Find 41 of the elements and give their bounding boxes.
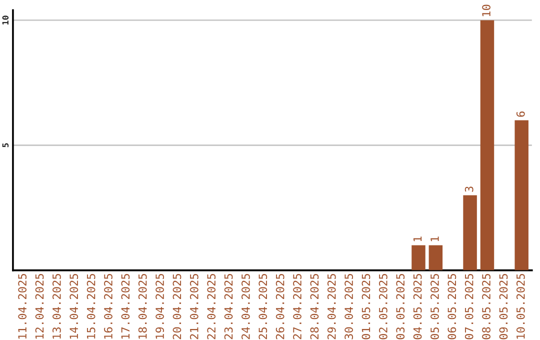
x-tick-label: 29.04.2025 [327, 274, 336, 340]
x-tick-label: 15.04.2025 [86, 274, 96, 339]
x-tick-label: 18.04.2025 [138, 274, 147, 339]
x-tick-label: 22.04.2025 [207, 274, 216, 340]
bar [463, 195, 477, 270]
x-tick-label: 11.04.2025 [18, 274, 27, 339]
x-tick-label: 05.05.2025 [430, 274, 439, 340]
x-tick-label: 12.04.2025 [35, 274, 44, 339]
x-tick-label: 20.04.2025 [172, 274, 182, 340]
x-tick-label: 09.05.2025 [499, 274, 508, 340]
bar [412, 245, 426, 270]
x-tick-label: 16.04.2025 [104, 274, 112, 339]
data-label: 6 [516, 111, 525, 117]
x-tick-label: 26.04.2025 [276, 274, 284, 340]
data-label: 1 [430, 236, 439, 242]
x-tick-label: 02.05.2025 [378, 274, 388, 340]
x-tick-label: 24.04.2025 [242, 274, 250, 340]
data-label: 1 [413, 236, 422, 242]
data-label: 3 [464, 186, 474, 192]
x-tick-label: 27.04.2025 [293, 274, 302, 340]
x-tick-label: 04.05.2025 [413, 274, 422, 340]
x-tick-label: 21.04.2025 [190, 274, 198, 340]
x-tick-label: 30.04.2025 [344, 274, 354, 340]
y-tick-label: 5 [2, 143, 9, 148]
data-label: 10 [482, 4, 490, 16]
x-tick-label: 01.05.2025 [362, 274, 370, 340]
x-tick-label: 07.05.2025 [464, 274, 474, 340]
x-tick-label: 03.05.2025 [396, 274, 405, 340]
x-tick-label: 28.04.2025 [310, 274, 319, 340]
x-tick-label: 25.04.2025 [258, 274, 268, 340]
x-tick-label: 19.04.2025 [156, 274, 164, 339]
x-tick-label: 13.04.2025 [52, 274, 61, 339]
bar [428, 245, 443, 270]
bar [480, 20, 494, 270]
x-tick-label: 17.04.2025 [121, 274, 130, 339]
bar [514, 120, 528, 270]
x-tick-label: 08.05.2025 [482, 274, 490, 340]
x-tick-label: 06.05.2025 [448, 274, 456, 340]
x-tick-label: 23.04.2025 [224, 274, 233, 340]
x-tick-label: 10.05.2025 [516, 274, 525, 339]
x-tick-label: 14.04.2025 [70, 274, 78, 339]
